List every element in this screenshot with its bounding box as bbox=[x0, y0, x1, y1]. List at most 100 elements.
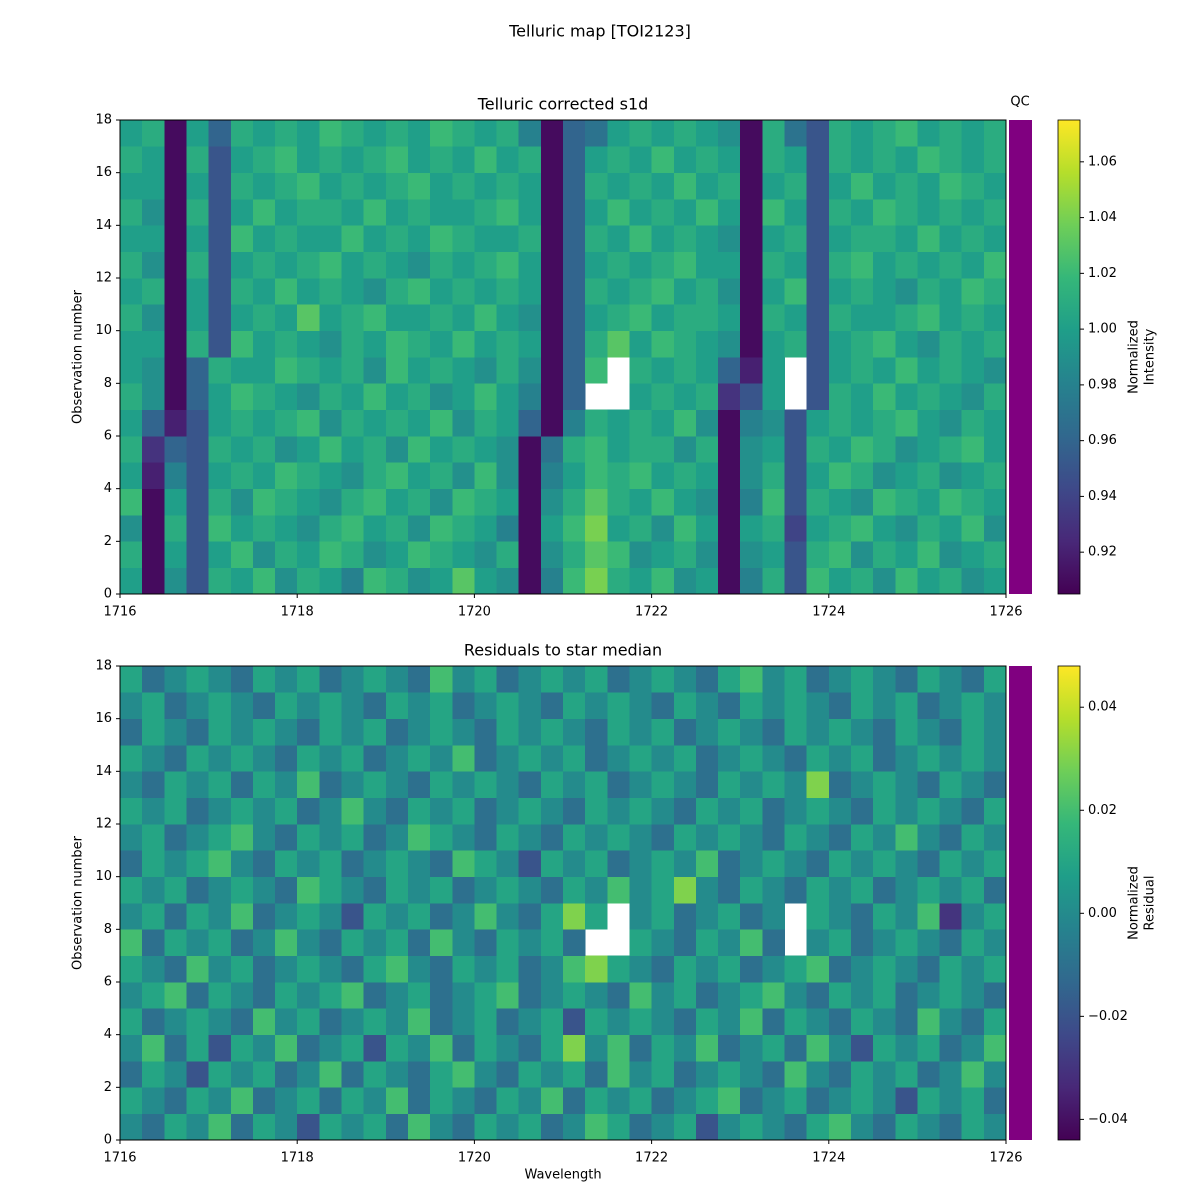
heatmap-cell bbox=[917, 745, 940, 772]
heatmap-cell bbox=[784, 1113, 808, 1141]
heatmap-cell bbox=[607, 1034, 630, 1062]
heatmap-cell bbox=[806, 955, 830, 983]
heatmap-cell bbox=[718, 488, 741, 516]
heatmap-cell bbox=[518, 745, 542, 772]
heatmap-cell bbox=[629, 383, 652, 411]
heatmap-cell bbox=[673, 745, 697, 772]
heatmap-cell bbox=[297, 850, 320, 878]
heatmap-cell bbox=[319, 515, 342, 542]
heatmap-cell bbox=[673, 120, 697, 147]
heatmap-cell bbox=[252, 929, 276, 957]
heatmap-cell bbox=[363, 929, 387, 957]
heatmap-cell bbox=[164, 955, 187, 983]
heatmap-cell bbox=[651, 146, 675, 174]
heatmap-cell bbox=[961, 955, 985, 983]
x-tick-label: 1720 bbox=[458, 1151, 491, 1166]
heatmap-cell bbox=[762, 120, 785, 147]
heatmap-cell bbox=[983, 146, 1007, 174]
heatmap-cell bbox=[540, 172, 564, 200]
heatmap-cell bbox=[629, 1008, 652, 1036]
heatmap-cell bbox=[828, 929, 852, 957]
heatmap-cell bbox=[718, 771, 741, 799]
heatmap-cell bbox=[319, 278, 342, 305]
heatmap-cell bbox=[740, 304, 763, 332]
heatmap-cell bbox=[983, 278, 1007, 305]
heatmap-cell bbox=[275, 745, 298, 772]
heatmap-cell bbox=[651, 666, 675, 693]
heatmap-cell bbox=[850, 876, 874, 904]
heatmap-cell bbox=[230, 666, 254, 693]
heatmap-cell bbox=[806, 488, 830, 516]
heatmap-cell bbox=[961, 199, 985, 226]
heatmap-cell bbox=[629, 982, 652, 1009]
heatmap-cell bbox=[341, 567, 365, 595]
heatmap-cell bbox=[585, 824, 608, 851]
heatmap-cell bbox=[496, 172, 520, 200]
heatmap-cell bbox=[983, 745, 1007, 772]
heatmap-cell bbox=[518, 172, 542, 200]
heatmap-cell bbox=[806, 797, 830, 825]
heatmap-cell bbox=[895, 278, 918, 305]
heatmap-cell bbox=[164, 541, 187, 569]
heatmap-cell bbox=[363, 955, 387, 983]
heatmap-cell bbox=[983, 1087, 1007, 1115]
heatmap-cell bbox=[297, 666, 320, 693]
heatmap-cell bbox=[341, 745, 365, 772]
heatmap-cell bbox=[363, 666, 387, 693]
heatmap-cell bbox=[208, 1087, 232, 1115]
heatmap-cell bbox=[762, 515, 785, 542]
heatmap-cell bbox=[430, 172, 453, 200]
heatmap-cell bbox=[252, 745, 276, 772]
heatmap-cell bbox=[142, 409, 165, 437]
heatmap-cell bbox=[474, 982, 497, 1009]
heatmap-cell bbox=[939, 541, 963, 569]
heatmap-cell bbox=[518, 515, 542, 542]
colorbar bbox=[1057, 119, 1081, 595]
heatmap-cell bbox=[496, 383, 520, 411]
heatmap-cell bbox=[385, 1061, 409, 1088]
heatmap-cell bbox=[983, 383, 1007, 411]
heatmap-cell bbox=[518, 146, 542, 174]
heatmap-cell bbox=[496, 876, 520, 904]
heatmap-cell bbox=[142, 955, 165, 983]
heatmap-cell bbox=[496, 1087, 520, 1115]
heatmap-cell bbox=[297, 771, 320, 799]
heatmap-cell bbox=[651, 1061, 675, 1088]
heatmap-cell bbox=[275, 1008, 298, 1036]
y-axis-label: Observation number bbox=[71, 835, 86, 970]
heatmap-cell bbox=[873, 409, 896, 437]
heatmap-cell bbox=[252, 383, 276, 411]
heatmap-cell bbox=[363, 771, 387, 799]
heatmap-cell bbox=[186, 692, 209, 720]
heatmap-cell bbox=[695, 955, 719, 983]
heatmap-cell bbox=[961, 541, 985, 569]
heatmap-cell bbox=[828, 1113, 852, 1141]
heatmap-cell bbox=[208, 488, 232, 516]
heatmap-cell bbox=[585, 1061, 608, 1088]
heatmap-cell bbox=[186, 172, 209, 200]
heatmap-cell bbox=[850, 462, 874, 490]
heatmap-cell bbox=[452, 357, 475, 384]
y-tick-label: 6 bbox=[104, 975, 112, 990]
heatmap-cell bbox=[297, 541, 320, 569]
heatmap-cell bbox=[341, 692, 365, 720]
heatmap-cell bbox=[120, 1034, 143, 1062]
heatmap-cell bbox=[828, 982, 852, 1009]
heatmap-cell bbox=[474, 1008, 497, 1036]
heatmap-cell bbox=[208, 797, 232, 825]
heatmap-cell bbox=[961, 357, 985, 384]
heatmap-cell bbox=[762, 1087, 785, 1115]
heatmap-cell bbox=[961, 120, 985, 147]
heatmap-cell bbox=[828, 955, 852, 983]
heatmap-cell bbox=[873, 1034, 896, 1062]
heatmap-cell bbox=[341, 330, 365, 358]
heatmap-cell bbox=[341, 462, 365, 490]
heatmap-cell bbox=[230, 225, 254, 253]
heatmap-cell bbox=[917, 1034, 940, 1062]
heatmap-cell bbox=[518, 409, 542, 437]
heatmap-cell bbox=[784, 488, 808, 516]
heatmap-cell bbox=[939, 278, 963, 305]
heatmap-cell bbox=[142, 1087, 165, 1115]
heatmap-cell bbox=[430, 278, 453, 305]
heatmap-cell bbox=[341, 146, 365, 174]
